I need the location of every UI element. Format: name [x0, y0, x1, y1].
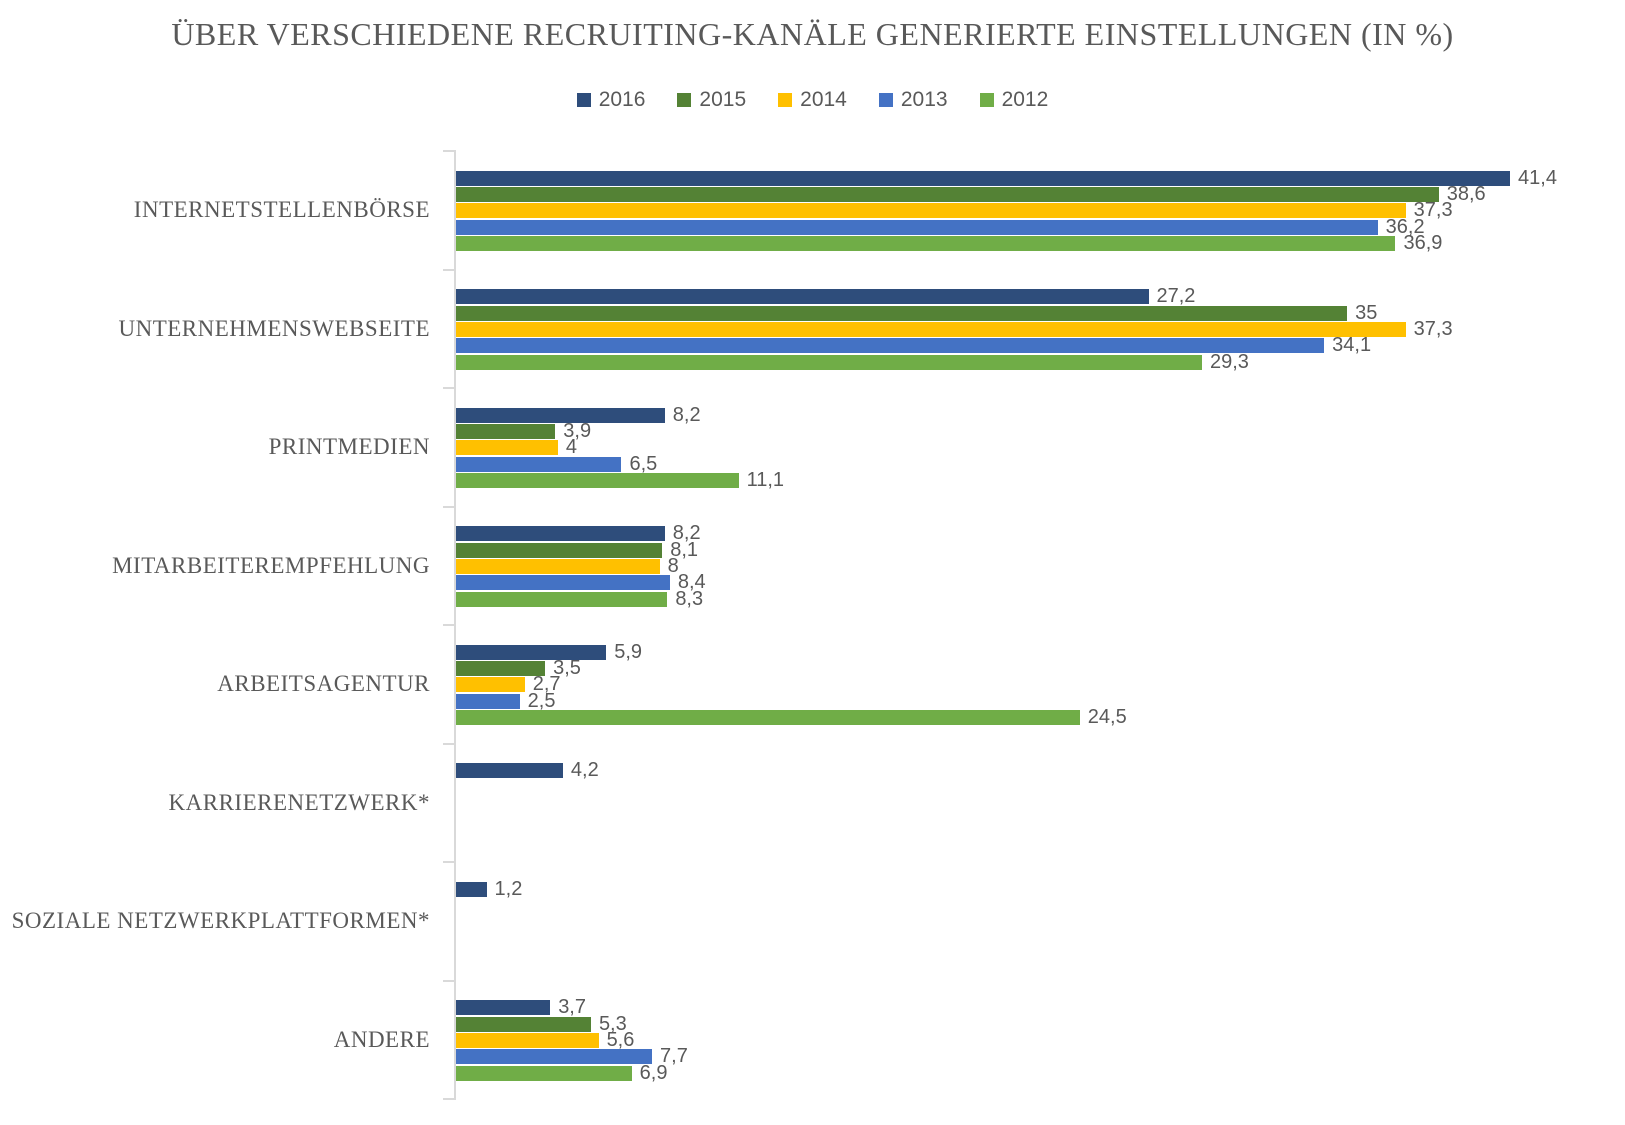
bar-2016: [456, 526, 665, 542]
legend-item-2015: 2015: [677, 88, 746, 112]
legend-label: 2014: [800, 88, 847, 111]
bar-2014: [456, 1032, 599, 1048]
axis-tick: [443, 387, 456, 389]
bar-value-label: 5,3: [598, 1012, 627, 1035]
axis-tick: [443, 861, 456, 863]
category-label: INTERNETSTELLENBÖRSE: [133, 197, 430, 223]
bar-2016: [456, 289, 1149, 305]
bar-2016: [456, 881, 487, 897]
bar-2014: [456, 321, 1406, 337]
legend-swatch-2016: [576, 93, 591, 107]
bar-value-label: 2,5: [527, 689, 556, 712]
bar-value-label: 41,4: [1518, 166, 1557, 189]
bar-value-label: 37,3: [1413, 199, 1453, 222]
category-label: SOZIALE NETZWERKPLATTFORMEN*: [11, 908, 430, 934]
bar-2013: [456, 575, 670, 591]
bar-2015: [456, 542, 663, 558]
bar-2015: [456, 661, 546, 677]
axis-tick: [443, 150, 456, 152]
axis-tick: [443, 505, 456, 508]
bar-value-label: 8,3: [675, 587, 704, 610]
bar-value-label: 3,9: [563, 420, 592, 443]
bar-2015: [456, 424, 556, 440]
bar-value-label: 36,2: [1385, 215, 1425, 238]
legend-swatch-2014: [778, 93, 793, 107]
bar-2012: [456, 710, 1080, 725]
bar-value-label: 11,1: [746, 469, 785, 491]
bar-value-label: 5,6: [606, 1028, 635, 1051]
bar-2013: [456, 1049, 653, 1065]
bar-value-label: 8,2: [672, 522, 701, 545]
bar-value-label: 37,3: [1413, 317, 1453, 340]
axis-tick: [443, 268, 456, 271]
bar-value-label: 6,9: [639, 1061, 668, 1084]
bar-2013: [456, 456, 622, 472]
bar-value-label: 8,2: [672, 403, 701, 426]
bar-2016: [456, 763, 563, 779]
bar-2016: [456, 1000, 551, 1016]
legend-item-2013: 2013: [878, 88, 948, 112]
bar-2012: [456, 236, 1396, 251]
bar-value-label: 5,9: [614, 640, 643, 663]
bar-value-label: 29,3: [1209, 350, 1249, 373]
bar-2013: [456, 338, 1325, 354]
bar-2013: [456, 693, 520, 709]
bar-value-label: 35: [1355, 301, 1378, 324]
bar-value-label: 7,7: [660, 1045, 688, 1068]
category-label: PRINTMEDIEN: [268, 434, 430, 460]
legend-item-2016: 2016: [576, 88, 646, 112]
bar-2012: [456, 473, 739, 488]
category-label: MITARBEITEREMPFEHLUNG: [112, 552, 430, 578]
bar-value-label: 8,4: [677, 571, 706, 594]
bar-2015: [456, 305, 1348, 321]
bar-value-label: 4: [565, 436, 577, 459]
legend-swatch-2013: [878, 93, 893, 107]
legend-label: 2013: [900, 88, 948, 111]
bar-value-label: 8: [667, 554, 679, 577]
bar-value-label: 34,1: [1332, 334, 1372, 357]
legend-item-2014: 2014: [778, 88, 847, 112]
bar-2014: [456, 677, 525, 693]
bar-value-label: 6,5: [629, 452, 658, 475]
bar-2014: [456, 440, 558, 456]
legend-label: 2016: [598, 88, 646, 111]
axis-tick: [443, 1098, 456, 1100]
bar-2016: [456, 644, 607, 660]
bar-value-label: 1,2: [494, 877, 523, 900]
category-label: KARRIERENETZWERK*: [168, 789, 430, 815]
bar-2012: [456, 354, 1202, 370]
legend-swatch-2015: [677, 93, 692, 107]
bar-value-label: 2,7: [532, 673, 561, 696]
bar-value-label: 24,5: [1087, 706, 1127, 728]
axis-tick: [443, 742, 456, 745]
axis-tick: [443, 979, 456, 982]
bar-value-label: 38,6: [1446, 183, 1486, 206]
category-label: ANDERE: [333, 1026, 430, 1052]
bar-2015: [456, 187, 1439, 203]
bar-value-label: 36,9: [1403, 232, 1443, 254]
bar-2016: [456, 407, 665, 423]
bar-2015: [456, 1016, 591, 1032]
legend-swatch-2012: [979, 93, 994, 107]
bar-value-label: 3,5: [553, 657, 581, 680]
bar-2012: [456, 1065, 632, 1081]
bar-2014: [456, 558, 660, 574]
bar-value-label: 3,7: [558, 996, 586, 1019]
bar-2013: [456, 219, 1378, 235]
legend-label: 2015: [699, 88, 747, 111]
legend-item-2012: 2012: [979, 88, 1049, 112]
category-label: ARBEITSAGENTUR: [217, 671, 430, 697]
legend-label: 2012: [1001, 88, 1049, 111]
bar-2016: [456, 170, 1511, 186]
chart-title: ÜBER VERSCHIEDENE RECRUITING-KANÄLE GENE…: [171, 16, 1454, 52]
bar-2012: [456, 591, 668, 607]
bar-2014: [456, 203, 1406, 219]
axis-tick: [443, 624, 456, 626]
bar-value-label: 4,2: [570, 759, 599, 782]
bar-value-label: 27,2: [1156, 285, 1196, 308]
bar-value-label: 8,1: [670, 538, 699, 561]
category-label: UNTERNEHMENSWEBSEITE: [118, 315, 430, 341]
legend: 2016 2015 2014 2013 2012: [0, 88, 1625, 112]
